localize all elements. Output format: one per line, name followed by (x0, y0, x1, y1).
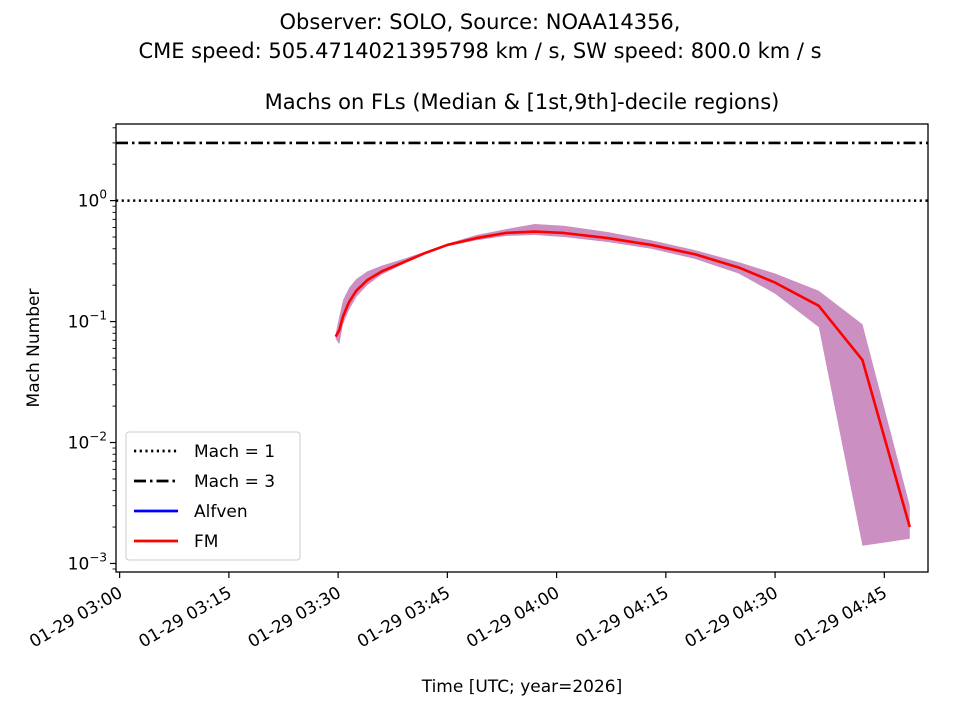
x-axis-label: Time [UTC; year=2026] (421, 677, 623, 697)
x-tick-label: 01-29 04:15 (572, 583, 672, 652)
x-tick-label: 01-29 04:45 (791, 583, 891, 652)
legend-label: FM (194, 532, 218, 552)
legend-label: Alfven (194, 502, 248, 522)
legend-label: Mach = 1 (194, 442, 275, 462)
y-tick-label: 10−1 (68, 309, 107, 333)
decile-band-fm (335, 224, 910, 546)
x-tick-label: 01-29 04:30 (682, 583, 782, 652)
x-tick-label: 01-29 03:30 (245, 583, 345, 652)
chart-suptitle-line-2: CME speed: 505.4714021395798 km / s, SW … (138, 39, 822, 63)
x-tick-label: 01-29 03:00 (26, 583, 126, 652)
x-tick-label: 01-29 03:45 (354, 583, 454, 652)
y-tick-label: 10−3 (68, 550, 107, 574)
x-tick-label: 01-29 04:00 (463, 583, 563, 652)
legend-label: Mach = 3 (194, 472, 275, 492)
plot-title: Machs on FLs (Median & [1st,9th]-decile … (264, 90, 780, 114)
x-tick-label: 01-29 03:15 (135, 583, 235, 652)
series-line-fm (334, 230, 912, 528)
y-tick-label: 10−2 (68, 430, 107, 454)
y-axis-label: Mach Number (24, 289, 44, 408)
y-tick-label: 100 (78, 188, 107, 212)
chart-suptitle-line-1: Observer: SOLO, Source: NOAA14356, (279, 10, 681, 34)
legend-box (125, 431, 301, 561)
